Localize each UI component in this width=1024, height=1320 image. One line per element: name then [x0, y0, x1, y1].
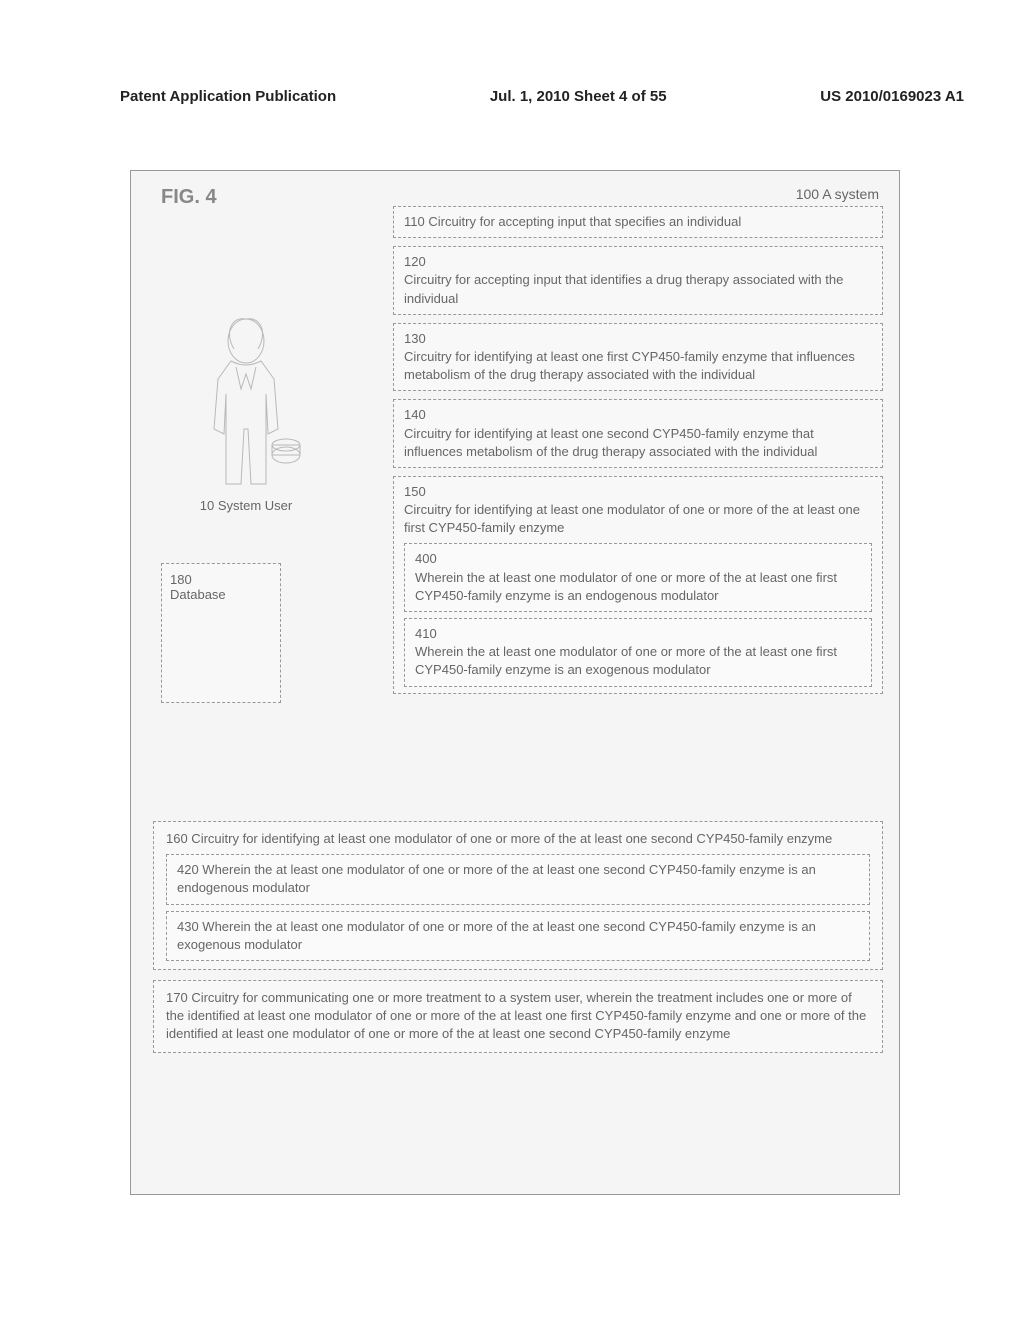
- box-160: 160 Circuitry for identifying at least o…: [153, 821, 883, 970]
- right-column: 110 Circuitry for accepting input that s…: [393, 206, 883, 702]
- box-410-num: 410: [415, 625, 861, 643]
- box-410: 410 Wherein the at least one modulator o…: [404, 618, 872, 687]
- box-120-text: Circuitry for accepting input that ident…: [404, 272, 843, 305]
- box-430: 430 Wherein the at least one modulator o…: [166, 911, 870, 961]
- box-140: 140 Circuitry for identifying at least o…: [393, 399, 883, 468]
- person-icon: [186, 309, 306, 489]
- lower-column: 160 Circuitry for identifying at least o…: [153, 821, 883, 1063]
- database-text: Database: [170, 587, 226, 602]
- box-150: 150 Circuitry for identifying at least o…: [393, 476, 883, 694]
- box-170-num: 170: [166, 990, 188, 1005]
- box-420: 420 Wherein the at least one modulator o…: [166, 854, 870, 904]
- header-right: US 2010/0169023 A1: [820, 88, 964, 105]
- box-150-num: 150: [404, 483, 872, 501]
- box-160-text: 160 Circuitry for identifying at least o…: [166, 831, 832, 846]
- header-middle: Jul. 1, 2010 Sheet 4 of 55: [490, 88, 667, 105]
- system-user-caption: 10 System User: [171, 498, 321, 513]
- box-400-text: Wherein the at least one modulator of on…: [415, 570, 837, 603]
- box-140-text: Circuitry for identifying at least one s…: [404, 426, 817, 459]
- box-170-text: Circuitry for communicating one or more …: [166, 990, 866, 1041]
- figure-label: FIG. 4: [161, 186, 217, 209]
- box-110-text: 110 Circuitry for accepting input that s…: [404, 214, 741, 229]
- box-170: 170 Circuitry for communicating one or m…: [153, 980, 883, 1053]
- box-130: 130 Circuitry for identifying at least o…: [393, 323, 883, 392]
- box-430-text: 430 Wherein the at least one modulator o…: [177, 919, 816, 952]
- page-header: Patent Application Publication Jul. 1, 2…: [120, 88, 964, 105]
- box-420-text: 420 Wherein the at least one modulator o…: [177, 862, 816, 895]
- box-150-text: Circuitry for identifying at least one m…: [404, 502, 860, 535]
- box-400: 400 Wherein the at least one modulator o…: [404, 543, 872, 612]
- box-120: 120 Circuitry for accepting input that i…: [393, 246, 883, 315]
- box-110: 110 Circuitry for accepting input that s…: [393, 206, 883, 238]
- system-label: 100 A system: [796, 186, 879, 202]
- box-120-num: 120: [404, 253, 872, 271]
- box-130-text: Circuitry for identifying at least one f…: [404, 349, 855, 382]
- system-user-figure: 10 System User: [171, 309, 321, 513]
- box-400-num: 400: [415, 550, 861, 568]
- database-box: 180 Database: [161, 563, 281, 703]
- database-num: 180: [170, 572, 192, 587]
- box-410-text: Wherein the at least one modulator of on…: [415, 644, 837, 677]
- figure-container: FIG. 4 100 A system 110 Circuitry for ac…: [130, 170, 900, 1195]
- box-140-num: 140: [404, 406, 872, 424]
- box-130-num: 130: [404, 330, 872, 348]
- header-left: Patent Application Publication: [120, 88, 336, 105]
